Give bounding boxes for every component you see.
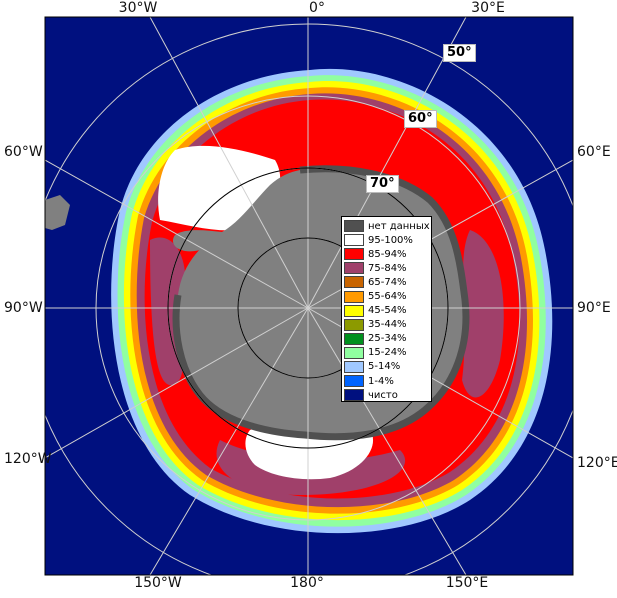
legend-item: 5-14% <box>344 360 431 374</box>
legend-item: 95-100% <box>344 233 431 247</box>
legend-item: 15-24% <box>344 346 431 360</box>
legend-swatch <box>344 332 364 345</box>
legend-item: 45-54% <box>344 304 431 318</box>
legend-item: 85-94% <box>344 247 431 261</box>
lon-label-90w: 90°W <box>4 300 43 316</box>
lon-label-60e: 60°E <box>577 144 611 160</box>
lat-label-60: 60° <box>404 110 437 128</box>
legend-label: 1-4% <box>368 375 394 387</box>
legend-swatch <box>344 290 364 303</box>
legend-label: 55-64% <box>368 291 407 303</box>
legend-label: 25-34% <box>368 333 407 345</box>
legend-swatch <box>344 360 364 373</box>
legend-item: 75-84% <box>344 261 431 275</box>
lat-label-70: 70° <box>366 175 399 193</box>
lon-label-30e: 30°E <box>471 0 505 16</box>
lat70-circle <box>167 167 449 449</box>
no-data-fringe <box>172 165 470 441</box>
legend-item: 55-64% <box>344 289 431 303</box>
legend-swatch <box>344 304 364 317</box>
south-america-land <box>45 195 70 230</box>
legend-label: 15-24% <box>368 347 407 359</box>
legend-swatch <box>344 318 364 331</box>
lon-label-150e: 150°E <box>445 575 489 591</box>
legend-label: 5-14% <box>368 361 401 373</box>
legend-label: нет данных <box>368 220 430 232</box>
legend-swatch <box>344 220 364 233</box>
lon-label-90e: 90°E <box>577 300 611 316</box>
lon-label-0: 0° <box>309 0 325 16</box>
legend-item: 1-4% <box>344 374 431 388</box>
lon-label-30w: 30°W <box>118 0 158 16</box>
ice-patch-purple-east <box>462 230 504 398</box>
lon-label-120w: 120°W <box>4 451 52 467</box>
legend-label: 45-54% <box>368 305 407 317</box>
legend-label: 95-100% <box>368 234 413 246</box>
legend-label: 75-84% <box>368 262 407 274</box>
legend-label: чисто <box>368 389 398 401</box>
lon-label-120e: 120°E <box>577 455 617 471</box>
legend-item: 25-34% <box>344 332 431 346</box>
lon-label-60w: 60°W <box>4 144 43 160</box>
antarctic-peninsula <box>172 230 222 252</box>
legend-label: 85-94% <box>368 248 407 260</box>
concentration-legend: нет данных 95-100% 85-94% 75-84% 65-74% 55-64… <box>341 216 432 402</box>
legend-swatch <box>344 262 364 275</box>
lon-label-180: 180° <box>290 575 324 591</box>
legend-swatch <box>344 234 364 247</box>
legend-item: 65-74% <box>344 275 431 289</box>
legend-swatch <box>344 276 364 289</box>
legend-swatch <box>344 346 364 359</box>
meridian-grid <box>45 17 573 575</box>
legend-item: нет данных <box>344 219 431 233</box>
legend-swatch <box>344 248 364 261</box>
legend-label: 35-44% <box>368 319 407 331</box>
legend-item: 35-44% <box>344 318 431 332</box>
lat-label-50: 50° <box>443 44 476 62</box>
map-border <box>44 16 574 576</box>
legend-label: 65-74% <box>368 276 407 288</box>
legend-swatch <box>344 375 364 388</box>
legend-swatch <box>344 389 364 402</box>
legend-item: чисто <box>344 388 431 402</box>
lon-label-150w: 150°W <box>134 575 182 591</box>
